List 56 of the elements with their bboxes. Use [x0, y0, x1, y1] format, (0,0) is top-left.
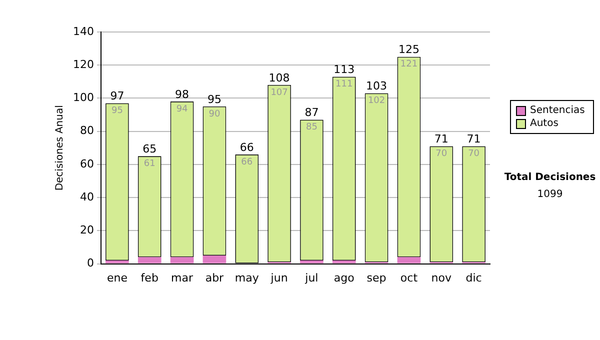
total-label: 108 — [268, 71, 290, 84]
y-tick-label: 80 — [80, 124, 94, 138]
total-label: 103 — [366, 80, 388, 93]
y-tick-label: 40 — [80, 190, 94, 204]
x-tick-label: oct — [400, 271, 418, 284]
data-label: 70 — [468, 149, 480, 160]
legend-label: Autos — [530, 117, 558, 130]
x-tick-label: nov — [431, 271, 452, 284]
y-axis-title: Decisiones Anual — [54, 105, 66, 191]
y-tick-label: 140 — [72, 24, 94, 38]
data-label: 111 — [336, 80, 353, 90]
x-tick-label: dic — [466, 271, 482, 284]
data-label: 66 — [241, 157, 253, 168]
data-label: 95 — [111, 106, 123, 116]
x-tick-label: mar — [171, 271, 194, 284]
x-tick-label: abr — [205, 271, 224, 284]
y-tick-label: 100 — [72, 91, 94, 104]
bar — [170, 257, 194, 264]
data-label: 102 — [368, 96, 386, 106]
x-tick-label: sep — [366, 271, 386, 284]
total-label: 87 — [304, 106, 319, 120]
legend-label: Sentencias — [530, 104, 585, 117]
text: Total Decisiones — [503, 172, 597, 183]
y-tick-label: 0 — [86, 256, 94, 270]
total-label: 98 — [175, 88, 190, 101]
data-label: 90 — [208, 109, 220, 120]
bar — [300, 260, 324, 264]
bar — [138, 257, 162, 264]
y-tick-label: 20 — [80, 224, 94, 237]
x-tick-label: ene — [106, 271, 128, 284]
y-tick-label: 60 — [80, 157, 94, 170]
total-label: 113 — [334, 63, 355, 76]
bar — [106, 260, 129, 264]
x-tick-label: jun — [270, 271, 288, 284]
data-label: 61 — [144, 159, 156, 170]
bar — [397, 257, 421, 264]
y-tick-label: 120 — [72, 58, 94, 71]
total-label: 66 — [240, 140, 254, 154]
total-label: 71 — [466, 132, 481, 146]
total-label: 65 — [142, 142, 157, 156]
total-label: 125 — [398, 43, 420, 56]
total-label: 97 — [110, 90, 124, 103]
x-tick-label: may — [234, 271, 260, 284]
text: 1099 — [536, 189, 564, 200]
data-label: 70 — [436, 149, 448, 160]
data-label: 121 — [400, 60, 418, 70]
bar — [202, 256, 226, 264]
x-tick-label: feb — [140, 271, 158, 284]
total-label: 71 — [434, 132, 448, 146]
bar — [332, 260, 356, 264]
x-tick-label: jul — [304, 271, 318, 284]
x-tick-label: ago — [334, 271, 355, 284]
total-label: 95 — [207, 92, 222, 106]
data-label: 85 — [306, 122, 318, 133]
data-label: 107 — [270, 88, 288, 98]
data-label: 94 — [176, 104, 188, 114]
